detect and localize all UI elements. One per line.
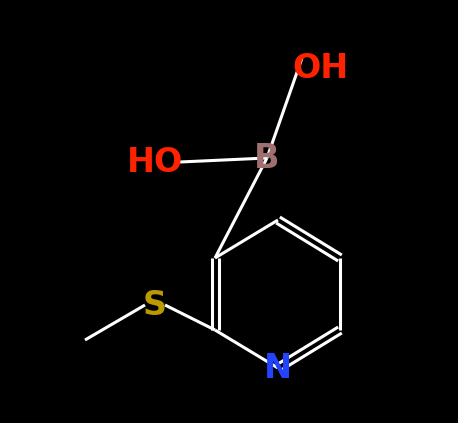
Text: B: B [254, 142, 280, 175]
Text: OH: OH [292, 52, 348, 85]
Text: N: N [264, 352, 292, 385]
Text: S: S [143, 288, 167, 321]
Text: HO: HO [127, 146, 183, 179]
